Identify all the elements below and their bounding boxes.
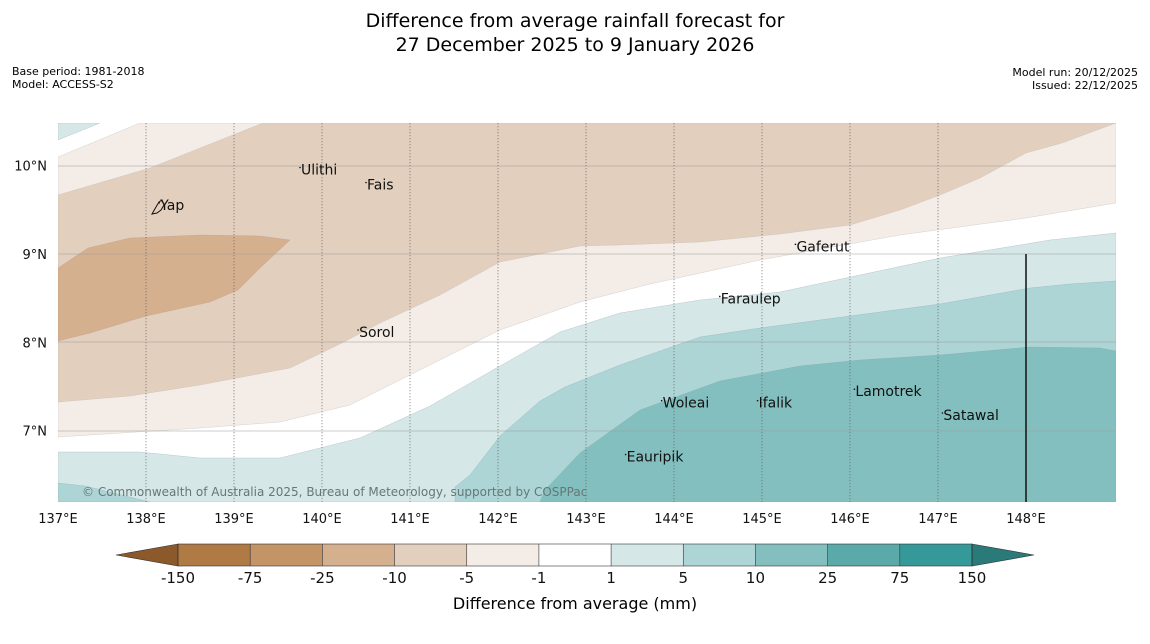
lat-label: 9°N <box>23 248 48 263</box>
latitude-labels: 10°N 9°N 8°N 7°N <box>14 160 47 440</box>
place-labels: Ulithi Fais Yap Gaferut Faraulep Sorol Lamotre… <box>158 163 999 466</box>
colorbar: -150 -75 -25 -10 -5 -1 1 5 10 25 75 150 <box>115 543 1035 587</box>
place-marker <box>365 181 367 184</box>
lon-label: 146°E <box>830 512 870 527</box>
place-marker <box>158 202 160 204</box>
colorbar-tick-label: 150 <box>958 569 987 587</box>
place-marker <box>299 166 301 169</box>
colorbar-swatch <box>466 544 539 566</box>
gridlines <box>145 123 939 502</box>
colorbar-tick-label: 75 <box>890 569 909 587</box>
base-period-text: Base period: 1981-2018 <box>12 65 145 78</box>
lat-label: 8°N <box>23 336 48 351</box>
longitude-labels: 137°E 138°E 139°E 140°E 141°E 142°E 143°E 144°E… <box>38 512 1046 527</box>
lon-label: 140°E <box>302 512 342 527</box>
lon-label: 143°E <box>566 512 606 527</box>
place-label: Sorol <box>359 325 394 341</box>
map-title: Difference from average rainfall forecas… <box>0 9 1150 57</box>
place-label: Satawal <box>943 408 998 424</box>
place-label: Lamotrek <box>855 384 922 400</box>
meta-right: Model run: 20/12/2025 Issued: 22/12/2025 <box>1012 66 1138 92</box>
place-label: Yap <box>159 198 184 214</box>
lon-label: 137°E <box>38 512 78 527</box>
title-line-1: Difference from average rainfall forecas… <box>365 10 785 32</box>
colorbar-tick-label: -1 <box>531 569 546 587</box>
lon-label: 145°E <box>742 512 782 527</box>
colorbar-swatch <box>178 544 251 566</box>
colorbar-title: Difference from average (mm) <box>452 594 698 613</box>
colorbar-swatch <box>538 544 612 566</box>
place-marker <box>357 329 359 331</box>
colorbar-swatch <box>827 544 900 566</box>
place-label: Ulithi <box>301 163 337 179</box>
place-label: Woleai <box>663 396 710 412</box>
model-text: Model: ACCESS-S2 <box>12 78 114 91</box>
title-line-2: 27 December 2025 to 9 January 2026 <box>395 34 755 56</box>
colorbar-tick-label: 10 <box>746 569 765 587</box>
lat-label: 10°N <box>14 160 47 175</box>
lon-label: 147°E <box>918 512 958 527</box>
place-marker <box>853 388 856 390</box>
colorbar-tick-label: -10 <box>382 569 407 587</box>
colorbar-extend-min <box>115 543 179 567</box>
lon-label: 141°E <box>390 512 430 527</box>
lon-label: 138°E <box>126 512 166 527</box>
contour-band-minus10-to-minus25 <box>58 234 291 342</box>
colorbar-tick-label: -75 <box>238 569 263 587</box>
place-label: Gaferut <box>796 239 850 255</box>
meta-left: Base period: 1981-2018 Model: ACCESS-S2 <box>12 65 144 91</box>
colorbar-tick-label: -150 <box>161 569 195 587</box>
colorbar-swatch <box>755 544 828 566</box>
colorbar-tick-label: -25 <box>310 569 335 587</box>
place-label: Fais <box>367 178 394 194</box>
place-marker <box>718 295 721 298</box>
place-label: Ifalik <box>759 396 793 412</box>
lon-label: 148°E <box>1006 512 1046 527</box>
colorbar-swatch <box>322 544 395 566</box>
colorbar-swatch <box>250 544 323 566</box>
lon-label: 144°E <box>654 512 694 527</box>
colorbar-swatch <box>683 544 756 566</box>
yap-island-outline <box>151 199 165 215</box>
place-label: Faraulep <box>721 291 781 307</box>
contour-light-teal-top-left <box>58 123 101 141</box>
rainfall-contours <box>58 123 1116 502</box>
contour-band-5-to-10-bottom-left <box>58 482 151 502</box>
contour-band-10-to-25 <box>539 346 1116 502</box>
place-marker <box>941 412 944 414</box>
place-marker <box>660 399 663 402</box>
lon-label: 142°E <box>478 512 518 527</box>
issued-text: Issued: 22/12/2025 <box>1031 79 1138 92</box>
copyright-text: © Commonwealth of Australia 2025, Bureau… <box>82 485 587 499</box>
colorbar-tick-label: 5 <box>678 569 688 587</box>
place-marker <box>624 453 627 456</box>
colorbar-tick-label: 1 <box>606 569 616 587</box>
latitude-lines <box>58 165 1116 432</box>
colorbar-extend-max <box>971 543 1035 567</box>
place-marker <box>756 399 759 402</box>
colorbar-tick-label: -5 <box>459 569 474 587</box>
place-label: Eauripik <box>627 450 685 466</box>
colorbar-tick-label: 25 <box>818 569 837 587</box>
colorbar-swatch <box>394 544 467 566</box>
colorbar-swatch <box>899 544 972 566</box>
lon-label: 139°E <box>214 512 254 527</box>
model-run-text: Model run: 20/12/2025 <box>1012 66 1138 79</box>
colorbar-swatch <box>611 544 684 566</box>
lat-label: 7°N <box>23 425 48 440</box>
place-marker <box>794 243 797 246</box>
contour-band-minus5-to-minus10 <box>58 123 1116 403</box>
